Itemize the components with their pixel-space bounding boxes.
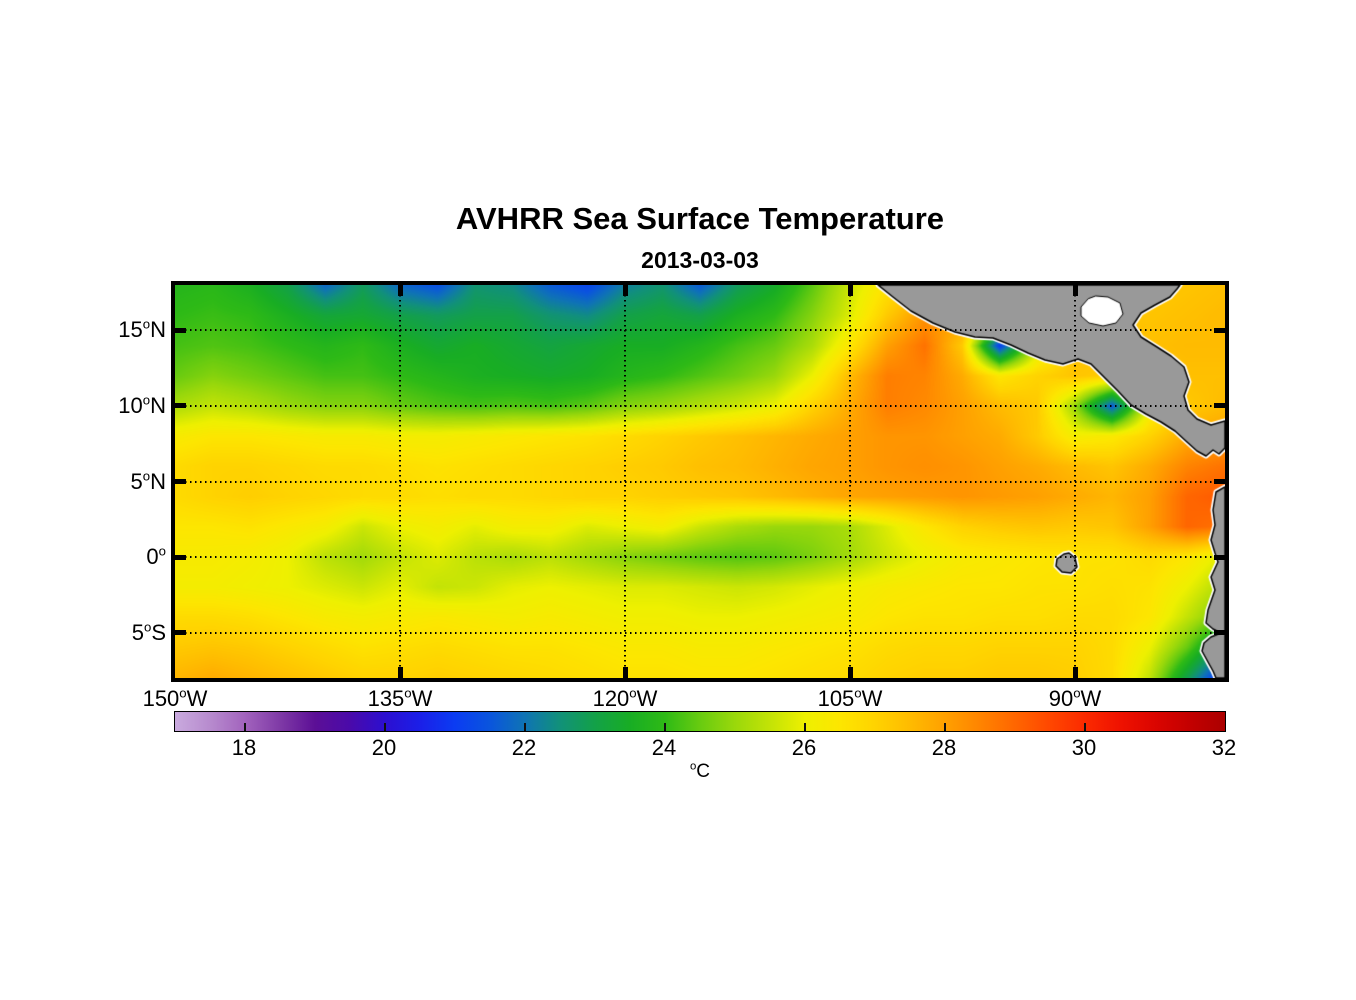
lon-gridline — [1074, 285, 1076, 678]
axis-tick — [1214, 554, 1225, 560]
colorbar-tick-label: 22 — [511, 735, 537, 760]
colorbar-tick — [804, 723, 806, 731]
colorbar-gradient — [175, 712, 1225, 731]
lat-tick-label: 15oN — [118, 317, 166, 343]
colorbar-tick — [664, 723, 666, 731]
lat-gridline — [175, 480, 1225, 483]
axis-tick — [175, 554, 186, 560]
colorbar-tick-label: 18 — [231, 735, 257, 760]
lat-tick-label: 10oN — [118, 392, 166, 418]
lat-gridline — [175, 556, 1225, 559]
lon-tick-label: 105oW — [817, 685, 883, 711]
map-axes — [171, 281, 1229, 682]
axis-tick — [1214, 327, 1225, 333]
chart-title: AVHRR Sea Surface Temperature — [455, 201, 945, 236]
lat-tick-label: 0o — [146, 543, 166, 570]
colorbar-tick-label: 32 — [1211, 735, 1237, 760]
lon-tick-label: 150oW — [142, 685, 208, 711]
colorbar-tick — [524, 723, 526, 731]
lat-gridline — [175, 329, 1225, 332]
lon-tick-label: 120oW — [592, 685, 658, 711]
axis-tick — [1214, 403, 1225, 409]
colorbar — [174, 711, 1226, 732]
axis-tick — [622, 285, 628, 296]
axis-tick — [397, 667, 403, 678]
colorbar-tick-label: 26 — [791, 735, 817, 760]
colorbar-unit-label: oC — [689, 760, 711, 782]
axis-tick — [1214, 479, 1225, 484]
axis-tick — [1072, 285, 1078, 296]
axis-tick — [175, 630, 186, 636]
lon-tick-label: 135oW — [367, 685, 433, 711]
colorbar-tick-label: 30 — [1071, 735, 1097, 760]
axis-tick — [397, 285, 403, 296]
lat-gridline — [175, 404, 1225, 407]
axis-tick — [622, 667, 628, 678]
axis-tick — [175, 479, 186, 484]
lon-gridline — [399, 285, 401, 678]
lon-tick-label: 90oW — [1048, 685, 1102, 711]
axis-tick — [175, 403, 186, 409]
colorbar-tick-label: 24 — [651, 735, 677, 760]
colorbar-tick — [384, 723, 386, 731]
lat-gridline — [175, 631, 1225, 634]
axis-tick — [1214, 630, 1225, 636]
axis-tick — [1072, 667, 1078, 678]
lon-gridline — [624, 285, 626, 678]
lat-tick-label: 5oS — [131, 619, 166, 645]
axis-tick — [847, 667, 853, 678]
colorbar-tick — [244, 723, 246, 731]
lat-tick-label: 5oN — [130, 468, 166, 494]
axis-tick — [847, 285, 853, 296]
colorbar-tick — [1084, 723, 1086, 731]
colorbar-tick — [944, 723, 946, 731]
colorbar-tick-label: 28 — [931, 735, 957, 760]
lon-gridline — [849, 285, 851, 678]
colorbar-tick-label: 20 — [371, 735, 397, 760]
axis-tick — [175, 327, 186, 333]
chart-date-subtitle: 2013-03-03 — [641, 247, 759, 273]
